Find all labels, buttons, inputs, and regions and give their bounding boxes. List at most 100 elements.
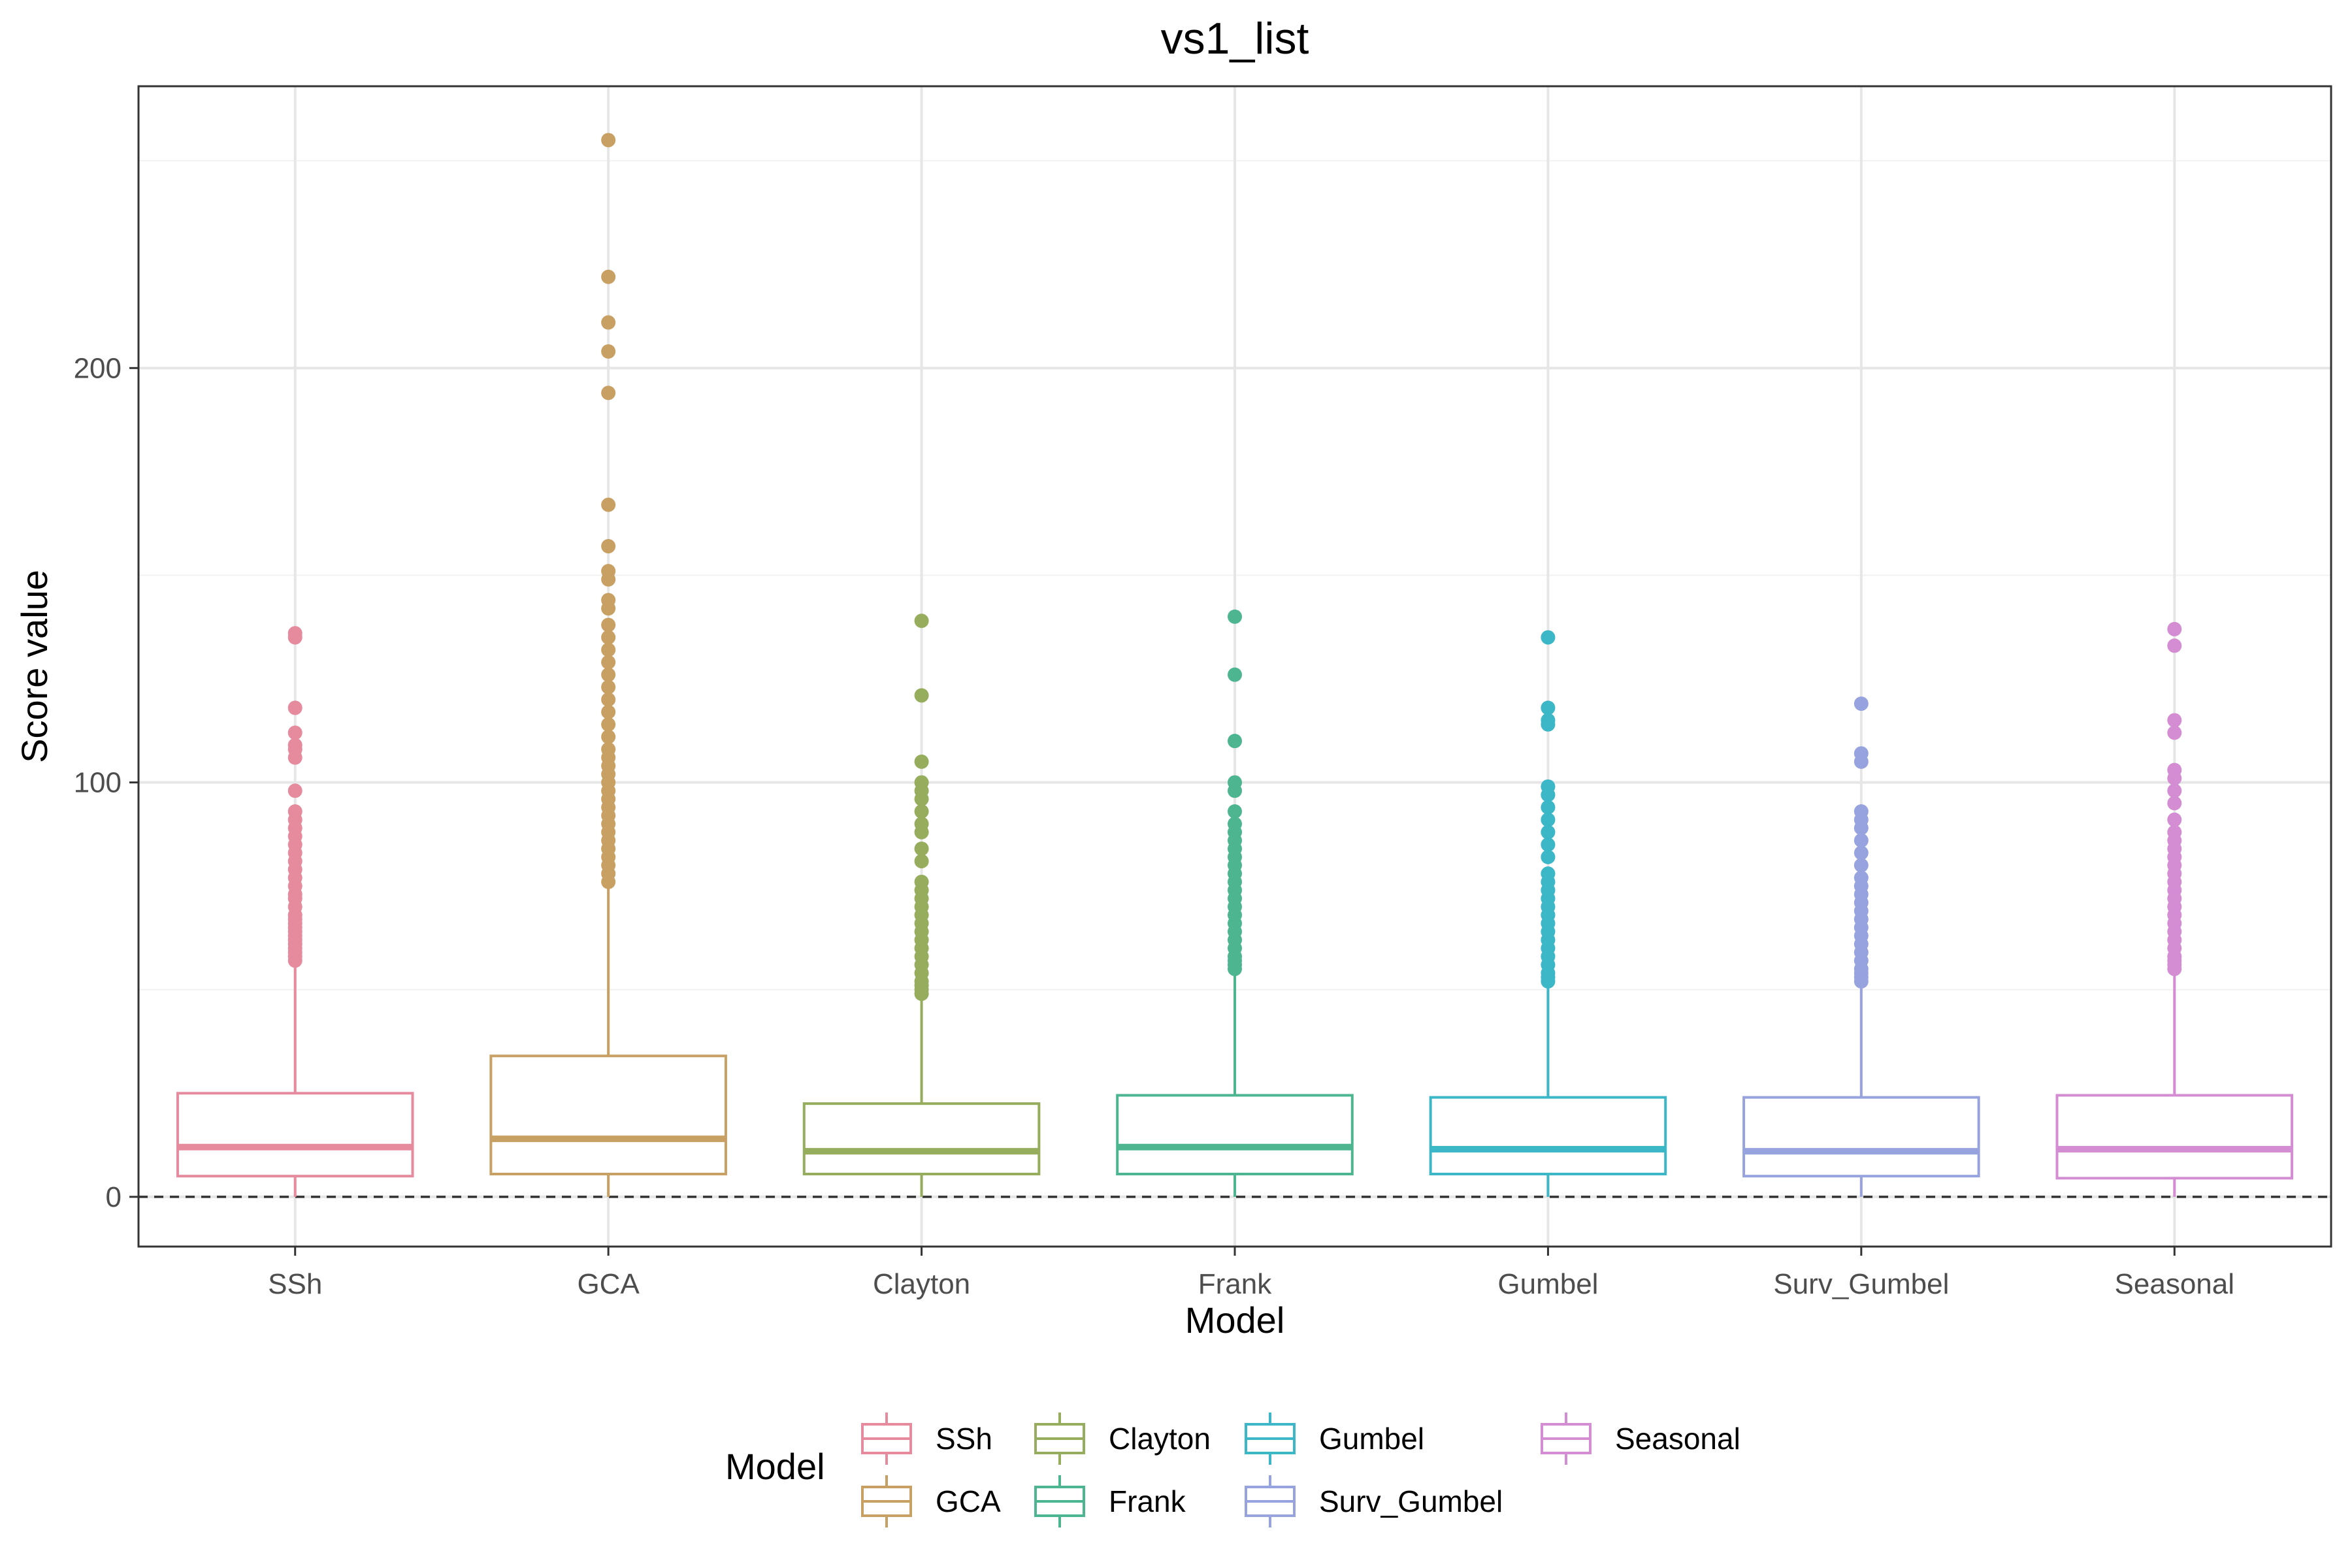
legend-entry: Clayton [1034,1413,1211,1465]
outlier-point [601,655,616,670]
outlier-point [1541,866,1556,881]
outlier-point [1228,734,1242,749]
outlier-point [2167,713,2182,728]
outlier-point [914,874,929,889]
outlier-point [1541,837,1556,852]
outlier-point [2167,825,2182,840]
x-tick-label: Frank [1198,1268,1272,1300]
outlier-point [601,539,616,554]
outlier-point [1228,609,1242,624]
outlier-point [601,642,616,657]
outlier-point [601,497,616,512]
x-axis: SSh GCA Clayton Frank Gumbel Surv_Gumbel Seaso… [268,1247,2234,1300]
y-tick-label: 100 [74,767,122,799]
outlier-point [287,738,302,753]
box-iqr [1116,1094,1354,1175]
box-iqr [176,1092,414,1178]
outlier-point [914,613,929,629]
legend-entry: GCA [861,1475,1001,1527]
y-tick-label: 200 [74,352,122,384]
box-surv-gumbel [1742,696,1980,1197]
outlier-point [601,269,616,284]
outlier-point [601,742,616,757]
outlier-point [914,854,929,869]
outlier-point [1541,713,1556,728]
outlier-point [601,729,616,744]
legend-label: Clayton [1109,1422,1211,1456]
y-axis-title: Score value [14,570,55,763]
box-seasonal [2055,621,2294,1197]
outlier-point [287,725,302,740]
x-tick-label: Gumbel [1497,1268,1598,1300]
box-iqr [802,1102,1041,1175]
outlier-point [601,667,616,682]
outlier-point [914,775,929,790]
outlier-point [1228,817,1242,832]
outlier-point [1541,812,1556,827]
outlier-point [914,688,929,703]
legend-label: Gumbel [1319,1422,1424,1456]
outlier-point [914,817,929,832]
legend: Model SSh GCA Clayton Frank Gumbel Surv_Gumbe… [725,1413,1740,1527]
box-gca [489,133,727,1197]
outlier-point [601,617,616,632]
outlier-point [914,841,929,857]
box-iqr [2055,1094,2294,1180]
outlier-point [601,704,616,719]
box-iqr [489,1054,727,1175]
x-tick-label: Seasonal [2115,1268,2234,1300]
outlier-point [1228,804,1242,819]
outlier-point [2167,725,2182,740]
legend-label: Seasonal [1615,1422,1740,1456]
outlier-point [601,315,616,330]
legend-entry: Gumbel [1245,1413,1424,1465]
outlier-point [1541,849,1556,864]
legend-title: Model [725,1446,825,1487]
outlier-point [1541,779,1556,794]
outlier-point [1854,870,1869,885]
outlier-point [914,754,929,769]
legend-entry: Seasonal [1541,1413,1740,1465]
legend-entry: Frank [1034,1475,1186,1527]
outlier-point [601,692,616,707]
outlier-point [287,626,302,641]
outlier-point [601,630,616,645]
outlier-point [2167,621,2182,636]
box-ssh [176,626,414,1197]
boxes [176,133,2294,1197]
outlier-point [601,717,616,732]
x-tick-label: SSh [268,1268,322,1300]
x-tick-label: Surv_Gumbel [1773,1268,1949,1300]
chart-title: vs1_list [1161,14,1309,63]
outlier-point [1228,667,1242,682]
legend-entry: Surv_Gumbel [1245,1475,1503,1527]
x-axis-title: Model [1185,1299,1285,1341]
outlier-point [1541,825,1556,840]
box-iqr [1429,1096,1667,1175]
outlier-point [601,593,616,608]
outlier-point [2167,762,2182,777]
box-clayton [802,613,1041,1197]
box-gumbel [1429,630,1667,1197]
outlier-point [1541,700,1556,715]
legend-label: GCA [936,1484,1001,1518]
box-iqr [1742,1096,1980,1178]
outlier-point [287,783,302,798]
outlier-point [1854,858,1869,873]
outlier-point [1854,696,1869,711]
legend-entry: SSh [861,1413,992,1465]
legend-label: SSh [936,1422,992,1456]
x-tick-label: Clayton [873,1268,970,1300]
outlier-point [287,804,302,819]
y-tick-label: 0 [106,1181,122,1213]
outlier-point [601,344,616,359]
outlier-point [601,133,616,148]
legend-label: Surv_Gumbel [1319,1484,1503,1518]
outlier-point [1854,804,1869,819]
outlier-point [1541,800,1556,815]
outlier-point [2167,812,2182,827]
x-tick-label: GCA [577,1268,640,1300]
outlier-point [287,700,302,715]
outlier-point [601,564,616,579]
